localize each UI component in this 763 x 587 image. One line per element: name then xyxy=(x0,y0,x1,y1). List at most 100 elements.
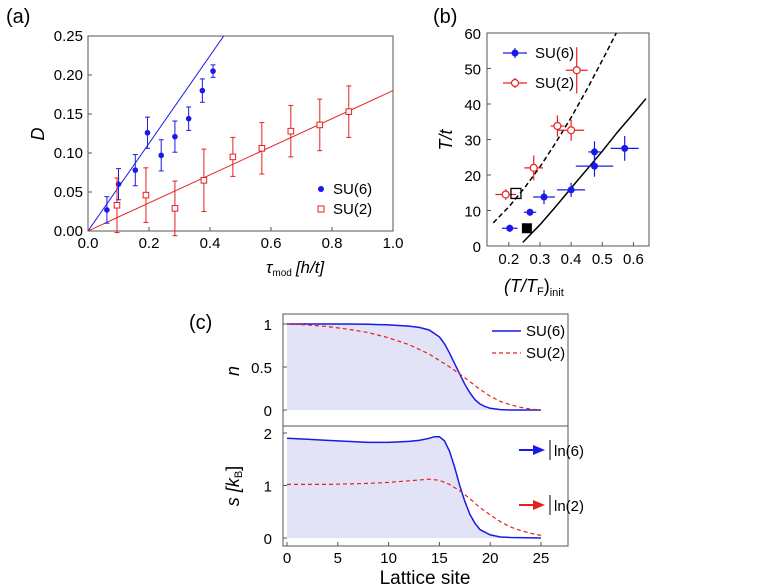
data-point xyxy=(142,191,150,199)
chart-c-top-lines xyxy=(286,323,542,411)
chart-a-fit-lines xyxy=(88,36,393,231)
x-tick-label: 1.0 xyxy=(383,235,404,252)
x-tick-label: 0.0 xyxy=(78,235,99,252)
chart-a-legend: SU(6) SU(2) xyxy=(317,181,372,218)
chart-a-xlabel: τmod [h/t] xyxy=(266,258,325,279)
legend-a-su6-marker xyxy=(318,186,324,192)
data-point xyxy=(590,162,598,170)
chart-b: 0.2 0.3 0.4 0.5 0.6 0 10 20 30 40 50 60 T/t (T/TF)i… xyxy=(436,26,650,299)
chart-c-bottom-lines xyxy=(286,435,542,539)
chart-a-ylabel: D xyxy=(28,128,48,141)
data-point xyxy=(567,186,575,194)
fit-line xyxy=(88,36,225,231)
area-fill xyxy=(287,324,541,410)
x-tick-label: 0.2 xyxy=(498,251,519,268)
chart-a-ticks: 0.0 0.2 0.4 0.6 0.8 1.0 0.00 0.05 0.10 0.15 0.20 0.… xyxy=(54,28,404,252)
series-line xyxy=(286,435,542,539)
x-tick-label: 0.4 xyxy=(200,235,221,252)
series-line xyxy=(287,478,542,536)
x-tick-label: 20 xyxy=(482,550,499,567)
y-tick-label: 0.00 xyxy=(54,223,83,240)
y-tick-label: 0 xyxy=(264,531,272,548)
y-tick-label: 0.5 xyxy=(251,360,272,377)
data-point xyxy=(132,167,139,173)
chart-a-xlabel-unit: [h/t] xyxy=(295,258,326,277)
theory-curve xyxy=(492,33,617,224)
chart-c-top-ylabel: n xyxy=(223,366,243,376)
x-tick-label: 0 xyxy=(283,550,291,567)
arrow-ln2-label: ln(2) xyxy=(554,498,584,515)
legend-b-su6-label: SU(6) xyxy=(535,45,574,62)
legend-a-su6-label: SU(6) xyxy=(333,181,372,198)
chart-c-legend: SU(6) SU(2) xyxy=(492,323,565,362)
data-point xyxy=(540,193,548,201)
x-tick-label: 0.4 xyxy=(561,251,582,268)
legend-a-su2-label: SU(2) xyxy=(333,201,372,218)
y-tick-label: 0.20 xyxy=(54,67,83,84)
data-point xyxy=(258,145,266,152)
data-point xyxy=(345,108,353,115)
x-tick-label: 0.3 xyxy=(530,251,551,268)
fit-line xyxy=(88,90,393,231)
chart-c-frame xyxy=(282,313,569,547)
data-point xyxy=(501,190,510,199)
x-tick-label: 0.6 xyxy=(623,251,644,268)
data-point xyxy=(316,121,324,129)
data-point xyxy=(185,115,192,122)
data-point xyxy=(113,201,121,209)
reference-open-square xyxy=(510,187,522,200)
data-point xyxy=(210,68,216,74)
y-tick-label: 40 xyxy=(464,97,481,114)
data-point xyxy=(104,207,110,213)
legend-b-su6-marker xyxy=(511,49,519,57)
data-point xyxy=(506,224,514,232)
y-tick-label: 0.10 xyxy=(54,145,83,162)
legend-c-su6-label: SU(6) xyxy=(526,323,565,340)
chart-b-ylabel: T/t xyxy=(436,129,456,151)
data-point xyxy=(229,153,237,161)
chart-a-xlabel-tau: τ xyxy=(266,258,274,277)
y-tick-label: 2 xyxy=(264,426,272,443)
panel-label-b: (b) xyxy=(433,6,457,28)
chart-a-points xyxy=(104,64,353,237)
data-point xyxy=(287,127,295,135)
chart-b-xlabel: (T/TF)init xyxy=(504,276,564,299)
y-tick-label: 0 xyxy=(473,239,481,256)
data-point xyxy=(200,177,208,184)
x-tick-label: 5 xyxy=(334,550,342,567)
arrow-ln6-head xyxy=(533,445,545,455)
y-tick-label: 20 xyxy=(464,168,481,185)
chart-a: 0.0 0.2 0.4 0.6 0.8 1.0 0.00 0.05 0.10 0.15 0.20 0.… xyxy=(28,28,403,279)
data-point xyxy=(171,205,179,212)
chart-a-frame xyxy=(87,35,394,232)
arrow-ln6-label: ln(6) xyxy=(554,443,584,460)
x-tick-label: 10 xyxy=(380,550,397,567)
reference-filled-square xyxy=(521,223,532,234)
x-tick-label: 0.8 xyxy=(322,235,343,252)
theory-curve xyxy=(522,98,647,243)
y-tick-label: 0.15 xyxy=(54,106,83,123)
chart-c-xlabel: Lattice site xyxy=(380,568,471,587)
data-point xyxy=(526,208,534,216)
chart-b-points xyxy=(495,47,639,234)
chart-b-legend: SU(6) SU(2) xyxy=(503,45,574,92)
legend-a-su2-marker xyxy=(317,205,325,213)
data-point xyxy=(144,129,151,136)
y-tick-label: 60 xyxy=(464,26,481,43)
arrow-ln2-head xyxy=(533,500,545,510)
legend-c-su2-label: SU(2) xyxy=(526,345,565,362)
data-point xyxy=(158,152,164,159)
data-point xyxy=(621,144,629,152)
data-point xyxy=(572,66,581,75)
y-tick-label: 30 xyxy=(464,133,481,150)
panel-label-a: (a) xyxy=(6,6,30,28)
svg-text:τmod[h/t]: τmod [h/t] xyxy=(266,258,325,279)
legend-b-su2-label: SU(2) xyxy=(535,75,574,92)
x-tick-label: 0.6 xyxy=(261,235,282,252)
chart-b-ticks: 0.2 0.3 0.4 0.5 0.6 0 10 20 30 40 50 60 xyxy=(464,26,644,268)
data-point xyxy=(199,87,206,94)
chart-a-xlabel-sub: mod xyxy=(272,268,291,279)
panel-label-c: (c) xyxy=(189,312,212,334)
chart-c-bottom-fill xyxy=(287,436,541,538)
